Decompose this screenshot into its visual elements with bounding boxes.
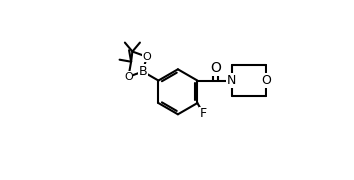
Text: N: N <box>227 74 236 87</box>
Text: O: O <box>124 72 133 82</box>
Text: O: O <box>142 52 151 62</box>
Text: O: O <box>210 61 221 75</box>
Text: B: B <box>138 65 147 78</box>
Text: F: F <box>200 107 207 120</box>
Text: O: O <box>261 74 271 87</box>
